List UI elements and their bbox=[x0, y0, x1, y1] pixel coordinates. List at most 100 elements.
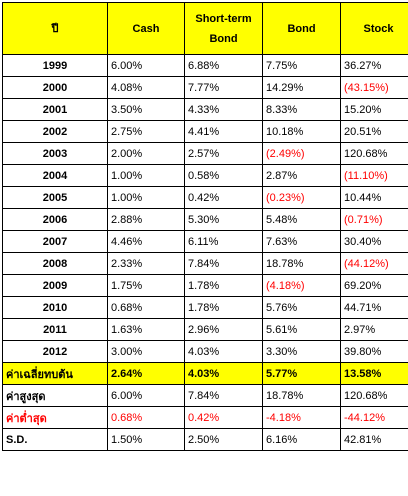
stock-cell: 39.80% bbox=[340, 340, 408, 363]
bond-cell: (4.18%) bbox=[262, 274, 341, 297]
summary-row-max: ค่าสูงสุด 6.00% 7.84% 18.78% 120.68% bbox=[2, 384, 408, 407]
bond-cell: 7.63% bbox=[262, 230, 341, 253]
header-row: ปี Cash Short-term Bond Bond Stock bbox=[2, 2, 408, 55]
summary-label-max: ค่าสูงสุด bbox=[2, 384, 108, 407]
summary-sd-bond-cell: 6.16% bbox=[262, 428, 341, 451]
year-cell: 2004 bbox=[2, 164, 108, 187]
summary-sd-cash-cell: 1.50% bbox=[107, 428, 185, 451]
summary-average-short-term-bond-cell: 4.03% bbox=[184, 362, 263, 385]
header-bond: Bond bbox=[262, 2, 341, 55]
short-term-bond-cell: 6.11% bbox=[184, 230, 263, 253]
cash-cell: 1.00% bbox=[107, 186, 185, 209]
summary-average-cash-cell: 2.64% bbox=[107, 362, 185, 385]
short-term-bond-cell: 4.41% bbox=[184, 120, 263, 143]
year-cell: 2009 bbox=[2, 274, 108, 297]
bond-cell: (2.49%) bbox=[262, 142, 341, 165]
table-row: 1999 6.00% 6.88% 7.75% 36.27% bbox=[2, 54, 408, 77]
year-cell: 2005 bbox=[2, 186, 108, 209]
bond-cell: 5.48% bbox=[262, 208, 341, 231]
stock-cell: 120.68% bbox=[340, 142, 408, 165]
stock-cell: (0.71%) bbox=[340, 208, 408, 231]
table-row: 2005 1.00% 0.42% (0.23%) 10.44% bbox=[2, 186, 408, 209]
stock-cell: 69.20% bbox=[340, 274, 408, 297]
summary-min-stock-cell: -44.12% bbox=[340, 406, 408, 429]
short-term-bond-cell: 7.84% bbox=[184, 252, 263, 275]
table-row: 2004 1.00% 0.58% 2.87% (11.10%) bbox=[2, 164, 408, 187]
table-row: 2010 0.68% 1.78% 5.76% 44.71% bbox=[2, 296, 408, 319]
short-term-bond-cell: 2.57% bbox=[184, 142, 263, 165]
stock-cell: 15.20% bbox=[340, 98, 408, 121]
summary-row-min: ค่าต่ำสุด 0.68% 0.42% -4.18% -44.12% bbox=[2, 406, 408, 429]
table-row: 2002 2.75% 4.41% 10.18% 20.51% bbox=[2, 120, 408, 143]
cash-cell: 4.08% bbox=[107, 76, 185, 99]
returns-table: ปี Cash Short-term Bond Bond Stock 1999 6… bbox=[2, 2, 408, 451]
stock-cell: 36.27% bbox=[340, 54, 408, 77]
short-term-bond-cell: 1.78% bbox=[184, 274, 263, 297]
year-cell: 2002 bbox=[2, 120, 108, 143]
summary-label-average: ค่าเฉลี่ยทบต้น bbox=[2, 362, 108, 385]
summary-min-cash-cell: 0.68% bbox=[107, 406, 185, 429]
summary-min-short-term-bond-cell: 0.42% bbox=[184, 406, 263, 429]
short-term-bond-cell: 2.96% bbox=[184, 318, 263, 341]
year-cell: 2012 bbox=[2, 340, 108, 363]
header-short-term-line1: Short-term bbox=[195, 12, 252, 25]
header-stock: Stock bbox=[340, 2, 408, 55]
cash-cell: 3.00% bbox=[107, 340, 185, 363]
short-term-bond-cell: 4.33% bbox=[184, 98, 263, 121]
summary-label-sd: S.D. bbox=[2, 428, 108, 451]
year-cell: 2000 bbox=[2, 76, 108, 99]
table-row: 2006 2.88% 5.30% 5.48% (0.71%) bbox=[2, 208, 408, 231]
table-row: 2011 1.63% 2.96% 5.61% 2.97% bbox=[2, 318, 408, 341]
table-row: 2000 4.08% 7.77% 14.29% (43.15%) bbox=[2, 76, 408, 99]
bond-cell: 5.76% bbox=[262, 296, 341, 319]
short-term-bond-cell: 6.88% bbox=[184, 54, 263, 77]
bond-cell: 3.30% bbox=[262, 340, 341, 363]
table-row: 2012 3.00% 4.03% 3.30% 39.80% bbox=[2, 340, 408, 363]
bond-cell: 2.87% bbox=[262, 164, 341, 187]
table-row: 2007 4.46% 6.11% 7.63% 30.40% bbox=[2, 230, 408, 253]
short-term-bond-cell: 4.03% bbox=[184, 340, 263, 363]
cash-cell: 3.50% bbox=[107, 98, 185, 121]
cash-cell: 1.00% bbox=[107, 164, 185, 187]
cash-cell: 6.00% bbox=[107, 54, 185, 77]
stock-cell: (11.10%) bbox=[340, 164, 408, 187]
summary-row-sd: S.D. 1.50% 2.50% 6.16% 42.81% bbox=[2, 428, 408, 451]
header-year: ปี bbox=[2, 2, 108, 55]
year-cell: 2008 bbox=[2, 252, 108, 275]
short-term-bond-cell: 0.58% bbox=[184, 164, 263, 187]
summary-max-cash-cell: 6.00% bbox=[107, 384, 185, 407]
bond-cell: (0.23%) bbox=[262, 186, 341, 209]
summary-label-min: ค่าต่ำสุด bbox=[2, 406, 108, 429]
year-cell: 2011 bbox=[2, 318, 108, 341]
year-cell: 1999 bbox=[2, 54, 108, 77]
stock-cell: 30.40% bbox=[340, 230, 408, 253]
stock-cell: 2.97% bbox=[340, 318, 408, 341]
cash-cell: 2.88% bbox=[107, 208, 185, 231]
summary-max-short-term-bond-cell: 7.84% bbox=[184, 384, 263, 407]
bond-cell: 5.61% bbox=[262, 318, 341, 341]
cash-cell: 2.00% bbox=[107, 142, 185, 165]
bond-cell: 7.75% bbox=[262, 54, 341, 77]
header-short-term-bond: Short-term Bond bbox=[184, 2, 263, 55]
bond-cell: 14.29% bbox=[262, 76, 341, 99]
year-cell: 2001 bbox=[2, 98, 108, 121]
table-row: 2003 2.00% 2.57% (2.49%) 120.68% bbox=[2, 142, 408, 165]
cash-cell: 0.68% bbox=[107, 296, 185, 319]
table-row: 2009 1.75% 1.78% (4.18%) 69.20% bbox=[2, 274, 408, 297]
summary-sd-short-term-bond-cell: 2.50% bbox=[184, 428, 263, 451]
bond-cell: 8.33% bbox=[262, 98, 341, 121]
table-row: 2001 3.50% 4.33% 8.33% 15.20% bbox=[2, 98, 408, 121]
cash-cell: 4.46% bbox=[107, 230, 185, 253]
stock-cell: 10.44% bbox=[340, 186, 408, 209]
stock-cell: (44.12%) bbox=[340, 252, 408, 275]
bond-cell: 10.18% bbox=[262, 120, 341, 143]
returns-table-body: ปี Cash Short-term Bond Bond Stock 1999 6… bbox=[2, 2, 408, 451]
header-cash: Cash bbox=[107, 2, 185, 55]
cash-cell: 2.75% bbox=[107, 120, 185, 143]
summary-max-stock-cell: 120.68% bbox=[340, 384, 408, 407]
cash-cell: 2.33% bbox=[107, 252, 185, 275]
summary-sd-stock-cell: 42.81% bbox=[340, 428, 408, 451]
stock-cell: 20.51% bbox=[340, 120, 408, 143]
summary-row-average: ค่าเฉลี่ยทบต้น 2.64% 4.03% 5.77% 13.58% bbox=[2, 362, 408, 385]
summary-average-bond-cell: 5.77% bbox=[262, 362, 341, 385]
